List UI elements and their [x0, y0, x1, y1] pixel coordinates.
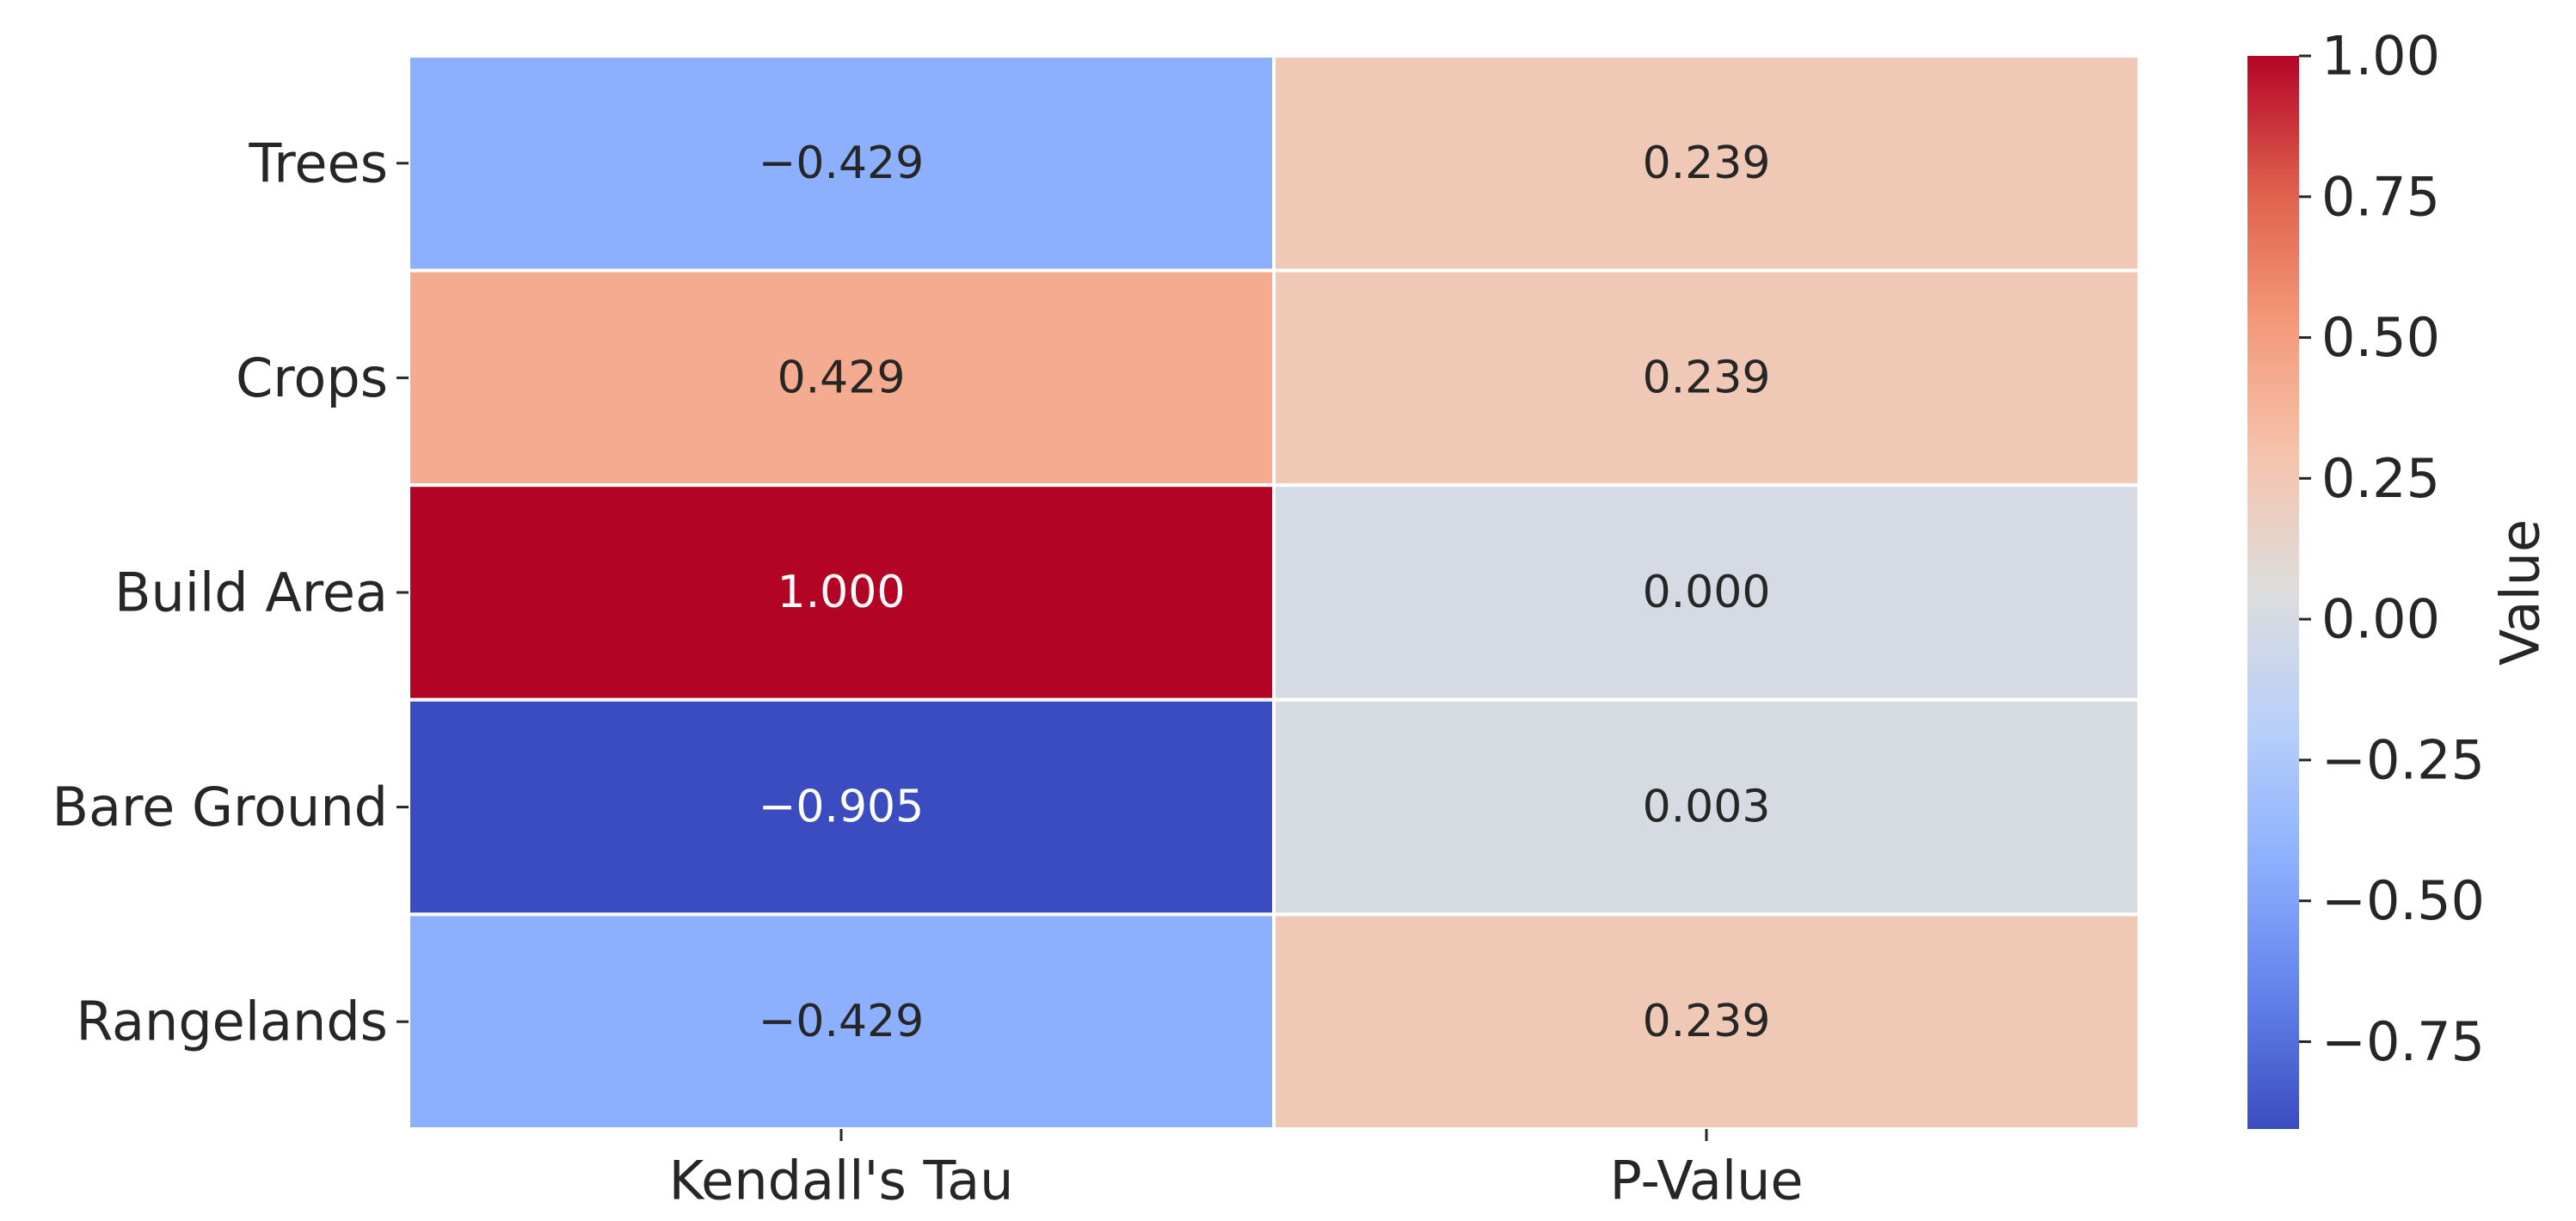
cell-value-label: 0.003 [1643, 782, 1771, 833]
cell-value-label: 0.429 [778, 352, 906, 403]
column-label: P-Value [1609, 1150, 1803, 1212]
colorbar-label: Value [2489, 519, 2552, 666]
colorbar-tick-label: −0.50 [2321, 869, 2485, 932]
colorbar-tick-label: 1.00 [2321, 25, 2440, 88]
colorbar-gradient [2247, 56, 2299, 1129]
column-label: Kendall's Tau [669, 1150, 1014, 1212]
row-label: Rangelands [76, 991, 388, 1053]
heatmap-cell [407, 483, 1276, 702]
heatmap-cell-labels: −0.429 0.239 0.429 0.239 1.000 0.000 −0.905 0.0… [759, 138, 1771, 1047]
cell-value-label: 0.239 [1643, 352, 1771, 403]
colorbar: 1.00 0.75 0.50 0.25 0.00 −0.25 −0.50 −0.75 Valu… [2247, 25, 2552, 1129]
row-label: Trees [249, 132, 388, 194]
colorbar-tick-label: 0.25 [2321, 447, 2440, 510]
cell-value-label: 0.000 [1643, 567, 1771, 618]
row-label: Crops [236, 347, 388, 409]
heatmap-cell [1272, 54, 2141, 273]
colorbar-tick-label: −0.75 [2321, 1010, 2485, 1073]
column-axis: Kendall's Tau P-Value [669, 1129, 1804, 1212]
colorbar-ticks: 1.00 0.75 0.50 0.25 0.00 −0.25 −0.50 −0.75 [2299, 25, 2485, 1073]
heatmap-cell [1272, 483, 2141, 702]
row-label: Build Area [114, 561, 388, 624]
cell-value-label: 1.000 [778, 567, 906, 618]
heatmap-cell [407, 54, 1276, 273]
colorbar-tick-label: 0.00 [2321, 588, 2440, 651]
cell-value-label: −0.429 [759, 138, 924, 189]
heatmap-cell [1272, 697, 2141, 917]
colorbar-tick-label: −0.25 [2321, 728, 2485, 791]
cell-value-label: 0.239 [1643, 996, 1771, 1047]
row-axis: Trees Crops Build Area Bare Ground Rangeland… [52, 132, 409, 1053]
heatmap-cell [407, 268, 1276, 488]
cell-value-label: −0.429 [759, 996, 924, 1047]
heatmap-cell [1272, 268, 2141, 488]
cell-value-label: 0.239 [1643, 138, 1771, 189]
heatmap-cell [1272, 912, 2141, 1132]
colorbar-tick-label: 0.50 [2321, 306, 2440, 369]
heatmap-cells [407, 54, 2141, 1132]
colorbar-tick-label: 0.75 [2321, 165, 2440, 228]
row-label: Bare Ground [52, 776, 388, 838]
cell-value-label: −0.905 [759, 782, 924, 833]
